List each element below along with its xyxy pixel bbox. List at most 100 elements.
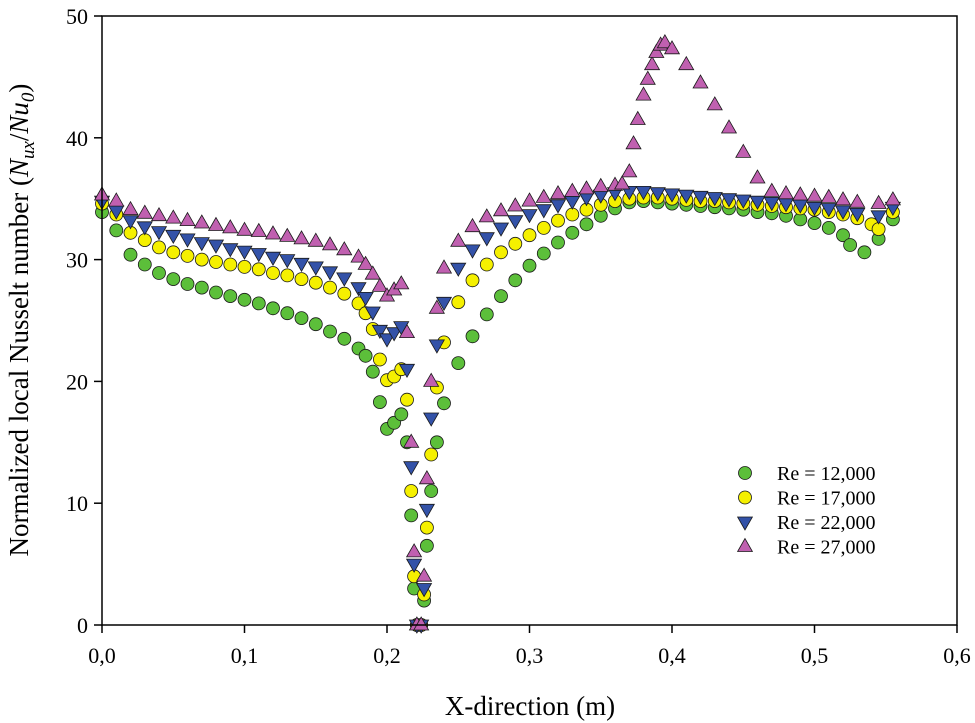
- data-point: [223, 257, 238, 272]
- data-point: [357, 291, 374, 307]
- data-point: [294, 311, 309, 326]
- data-point: [806, 201, 823, 217]
- data-point: [386, 327, 403, 342]
- data-point: [337, 286, 352, 301]
- data-point: [451, 356, 466, 371]
- data-point: [821, 220, 836, 235]
- data-point: [464, 217, 481, 233]
- data-point: [492, 202, 510, 217]
- data-point: [435, 259, 453, 274]
- data-point: [451, 295, 466, 310]
- data-point: [564, 195, 581, 210]
- data-point: [251, 296, 266, 311]
- legend-marker: [738, 490, 752, 505]
- data-point: [663, 40, 681, 55]
- data-point: [578, 180, 595, 195]
- data-point: [403, 433, 420, 448]
- data-point: [294, 272, 309, 287]
- data-point: [308, 275, 323, 290]
- data-point: [165, 229, 182, 244]
- legend-label: Re = 27,000: [777, 537, 876, 559]
- data-point: [403, 461, 420, 476]
- data-point: [621, 163, 638, 178]
- data-point: [323, 324, 337, 339]
- data-point: [336, 241, 353, 256]
- data-point: [535, 204, 552, 219]
- y-tick-label: 50: [66, 4, 88, 29]
- data-point: [849, 193, 866, 208]
- data-point: [207, 239, 225, 254]
- data-point: [358, 348, 373, 363]
- data-point: [405, 558, 423, 573]
- data-point: [122, 200, 139, 216]
- series-2: [95, 190, 900, 632]
- data-point: [578, 192, 595, 207]
- data-point: [551, 213, 565, 228]
- data-point: [521, 209, 538, 224]
- data-point: [207, 216, 225, 231]
- data-point: [429, 435, 444, 450]
- data-point: [337, 331, 352, 346]
- data-point: [521, 192, 538, 207]
- data-point: [428, 299, 445, 314]
- data-point: [398, 323, 416, 339]
- data-point: [405, 543, 423, 558]
- data-point: [720, 193, 738, 208]
- data-point: [806, 187, 823, 202]
- data-point: [308, 317, 323, 332]
- data-point: [371, 324, 388, 339]
- data-point: [250, 248, 267, 263]
- data-point: [508, 236, 523, 251]
- series-4: [93, 33, 901, 631]
- data-point: [678, 55, 695, 71]
- data-point: [494, 245, 508, 260]
- data-point: [357, 255, 374, 270]
- data-point: [279, 227, 296, 242]
- data-point: [820, 203, 837, 218]
- data-point: [549, 184, 567, 200]
- data-point: [792, 186, 809, 201]
- data-point: [364, 265, 381, 280]
- legend-entry: Re = 17,000: [738, 488, 876, 510]
- data-point: [820, 188, 837, 203]
- data-point: [137, 257, 152, 272]
- data-point: [307, 261, 324, 276]
- data-point: [323, 280, 337, 295]
- data-point: [280, 306, 295, 321]
- data-point: [763, 182, 780, 197]
- data-point: [398, 363, 416, 378]
- data-point: [418, 469, 435, 485]
- data-point: [706, 96, 723, 111]
- data-point: [843, 238, 857, 252]
- data-point: [372, 352, 387, 367]
- data-point: [336, 272, 353, 287]
- y-tick-label: 20: [66, 369, 88, 394]
- data-point: [266, 266, 280, 280]
- data-point: [193, 214, 210, 229]
- data-point: [508, 273, 523, 288]
- data-point: [692, 190, 709, 206]
- data-point: [394, 407, 409, 422]
- data-point: [372, 395, 387, 410]
- data-point: [419, 520, 434, 535]
- data-point: [494, 289, 508, 304]
- data-point: [478, 208, 495, 223]
- data-point: [749, 195, 766, 210]
- data-marks: [93, 33, 901, 634]
- data-point: [648, 43, 665, 58]
- axis-ticks: 0,0 0,1 0,2 0,3 0,4 0,5 0,6 0 10 20 30 40 50: [66, 4, 971, 668]
- data-point: [763, 196, 780, 212]
- data-point: [479, 257, 494, 272]
- data-point: [735, 143, 752, 158]
- data-point: [108, 192, 125, 207]
- data-point: [194, 252, 209, 267]
- data-point: [413, 616, 430, 631]
- data-point: [150, 226, 168, 241]
- data-point: [180, 248, 195, 263]
- data-point: [522, 228, 537, 243]
- data-point: [193, 237, 210, 252]
- data-point: [236, 221, 253, 236]
- data-point: [279, 254, 296, 269]
- data-point: [137, 233, 152, 248]
- legend-label: Re = 12,000: [777, 463, 876, 485]
